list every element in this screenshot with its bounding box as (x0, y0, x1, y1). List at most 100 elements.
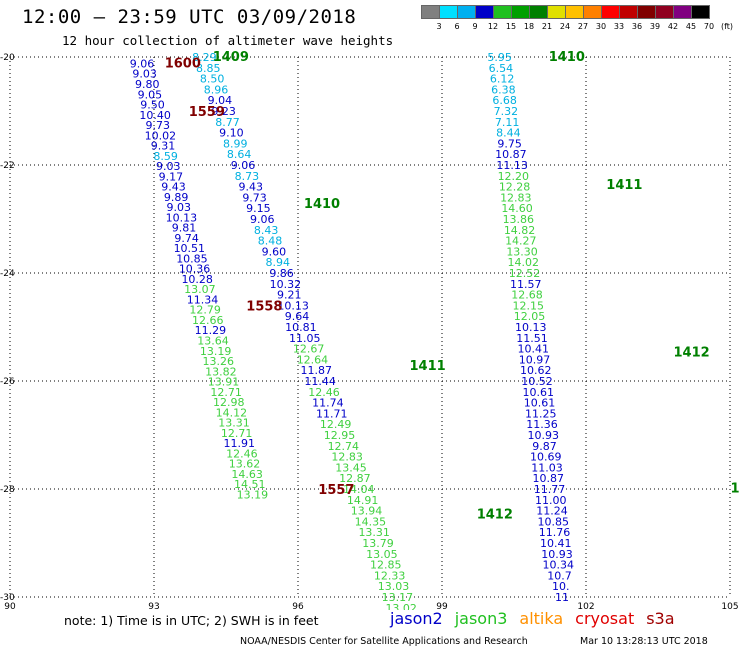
swh-value-label: 6.38 (491, 83, 516, 96)
swh-value-label: 10.41 (540, 537, 572, 550)
swh-value-label: 12.71 (210, 386, 242, 399)
swh-value-label: 9.23 (211, 105, 236, 118)
swh-value-label: 10.85 (176, 252, 208, 265)
swh-value-label: 10.13 (277, 299, 309, 312)
swh-value-label: 12.67 (293, 343, 325, 356)
swh-value-label: 13.94 (351, 505, 383, 518)
pass-time-label: 1412 (477, 507, 513, 522)
swh-value-label: 11.00 (535, 494, 567, 507)
swh-value-label: 11.57 (510, 278, 542, 291)
footer: note: 1) Time is in UTC; 2) SWH is in fe… (0, 609, 740, 650)
swh-value-label: 8.73 (235, 170, 260, 183)
swh-value-label: 13.31 (218, 417, 250, 430)
swh-value-label: 9.15 (246, 202, 271, 215)
color-scale-label: 3 (436, 22, 442, 31)
swh-value-label: 12.52 (509, 267, 541, 280)
swh-value-label: 11.05 (289, 332, 321, 345)
swh-value-label: 10.02 (145, 129, 177, 142)
pass-time-label: 14 (731, 481, 740, 496)
color-scale-swatch (691, 5, 710, 19)
swh-value-label: 12.95 (324, 429, 356, 442)
swh-value-label: 11.36 (526, 418, 558, 431)
swh-value-label: 9.75 (497, 137, 522, 150)
swh-value-label: 12.83 (331, 451, 363, 464)
swh-value-label: 14.02 (508, 256, 540, 269)
swh-value-label: 9.74 (174, 232, 199, 245)
swh-value-label: 8.85 (196, 62, 221, 75)
swh-value-label: 11.29 (195, 324, 227, 337)
swh-value-label: 13.19 (237, 488, 269, 501)
swh-value-label: 11.25 (525, 407, 557, 420)
swh-value-label: 10. (552, 580, 570, 593)
pass-time-label: 1409 (213, 50, 249, 65)
swh-value-label: 8.96 (204, 83, 229, 96)
swh-value-label: 9.03 (167, 201, 192, 214)
swh-value-label: 10.51 (174, 242, 206, 255)
color-scale-label: 42 (667, 22, 679, 31)
swh-value-label: 10.81 (285, 321, 317, 334)
swh-value-label: 11.03 (531, 461, 563, 474)
swh-value-label: 13.02 (385, 602, 417, 610)
swh-value-label: 10.69 (530, 451, 562, 464)
swh-value-label: 9.43 (238, 181, 263, 194)
y-tick-label: -22 (0, 161, 15, 171)
swh-value-label: 12.71 (221, 427, 253, 440)
swh-value-label: 13.07 (184, 283, 216, 296)
swh-value-label: 12.79 (189, 304, 221, 317)
swh-value-label: 12.05 (514, 310, 546, 323)
swh-value-label: 13.26 (202, 355, 234, 368)
swh-value-label: 14.60 (501, 202, 533, 215)
swh-value-label: 12.66 (192, 314, 224, 327)
units-note: note: 1) Time is in UTC; 2) SWH is in fe… (64, 613, 319, 628)
x-tick-label: 96 (292, 602, 304, 610)
swh-value-label: 11.24 (536, 505, 568, 518)
swh-value-label: 9.03 (156, 160, 181, 173)
swh-value-label: 13.03 (378, 580, 410, 593)
pass-time-label: 1558 (246, 299, 282, 314)
swh-value-label: 9.04 (208, 94, 233, 107)
swh-value-label: 8.29 (192, 51, 217, 64)
swh-value-label: 5.95 (487, 51, 512, 64)
swh-value-label: 10.28 (181, 273, 213, 286)
swh-value-label: 13.91 (208, 376, 240, 389)
swh-value-label: 10.61 (523, 386, 555, 399)
swh-value-label: 10.61 (524, 397, 556, 410)
swh-value-label: 14.91 (347, 494, 379, 507)
satellite-legend: jason2 jason3 altika cryosat s3a (390, 609, 687, 628)
swh-value-label: 9.03 (132, 68, 157, 81)
color-scale-label: 21 (541, 22, 553, 31)
swh-value-label: 9.50 (140, 99, 165, 112)
color-scale-label: (ft) (720, 22, 734, 31)
swh-value-label: 12.20 (498, 170, 530, 183)
color-scale-label: 36 (631, 22, 643, 31)
swh-value-label: 9.05 (138, 88, 163, 101)
pass-time-label: 1600 (165, 56, 201, 71)
swh-value-label: 10.52 (521, 375, 553, 388)
swh-value-label: 10.7 (547, 569, 572, 582)
swh-value-label: 9.73 (146, 119, 171, 132)
agency-credit: NOAA/NESDIS Center for Satellite Applica… (240, 636, 528, 647)
swh-value-label: 14.63 (231, 468, 263, 481)
color-scale-label: 9 (472, 22, 478, 31)
swh-value-label: 14.82 (504, 224, 536, 237)
pass-time-label: 1411 (410, 359, 446, 374)
swh-value-label: 12.74 (328, 440, 360, 453)
swh-value-label: 12.46 (226, 447, 258, 460)
swh-value-label: 12.15 (513, 299, 545, 312)
x-tick-label: 93 (148, 602, 159, 610)
pass-time-label: 1412 (674, 345, 710, 360)
swh-value-label: 11.13 (496, 159, 528, 172)
pass-time-label: 1410 (304, 197, 340, 212)
swh-value-label: 13.45 (335, 461, 367, 474)
swh-value-label: 11.34 (187, 293, 219, 306)
swh-value-label: 10.40 (139, 109, 171, 122)
swh-value-label: 13.62 (229, 458, 261, 471)
generated-timestamp: Mar 10 13:28:13 UTC 2018 (580, 636, 708, 647)
swh-value-label: 9.89 (164, 191, 189, 204)
swh-value-label: 9.21 (277, 289, 302, 302)
color-scale-label: 12 (487, 22, 499, 31)
swh-value-label: 13.31 (358, 526, 390, 539)
swh-value-label: 11.91 (224, 437, 256, 450)
swh-value-label: 8.48 (258, 235, 283, 248)
y-tick-label: -24 (0, 269, 15, 279)
